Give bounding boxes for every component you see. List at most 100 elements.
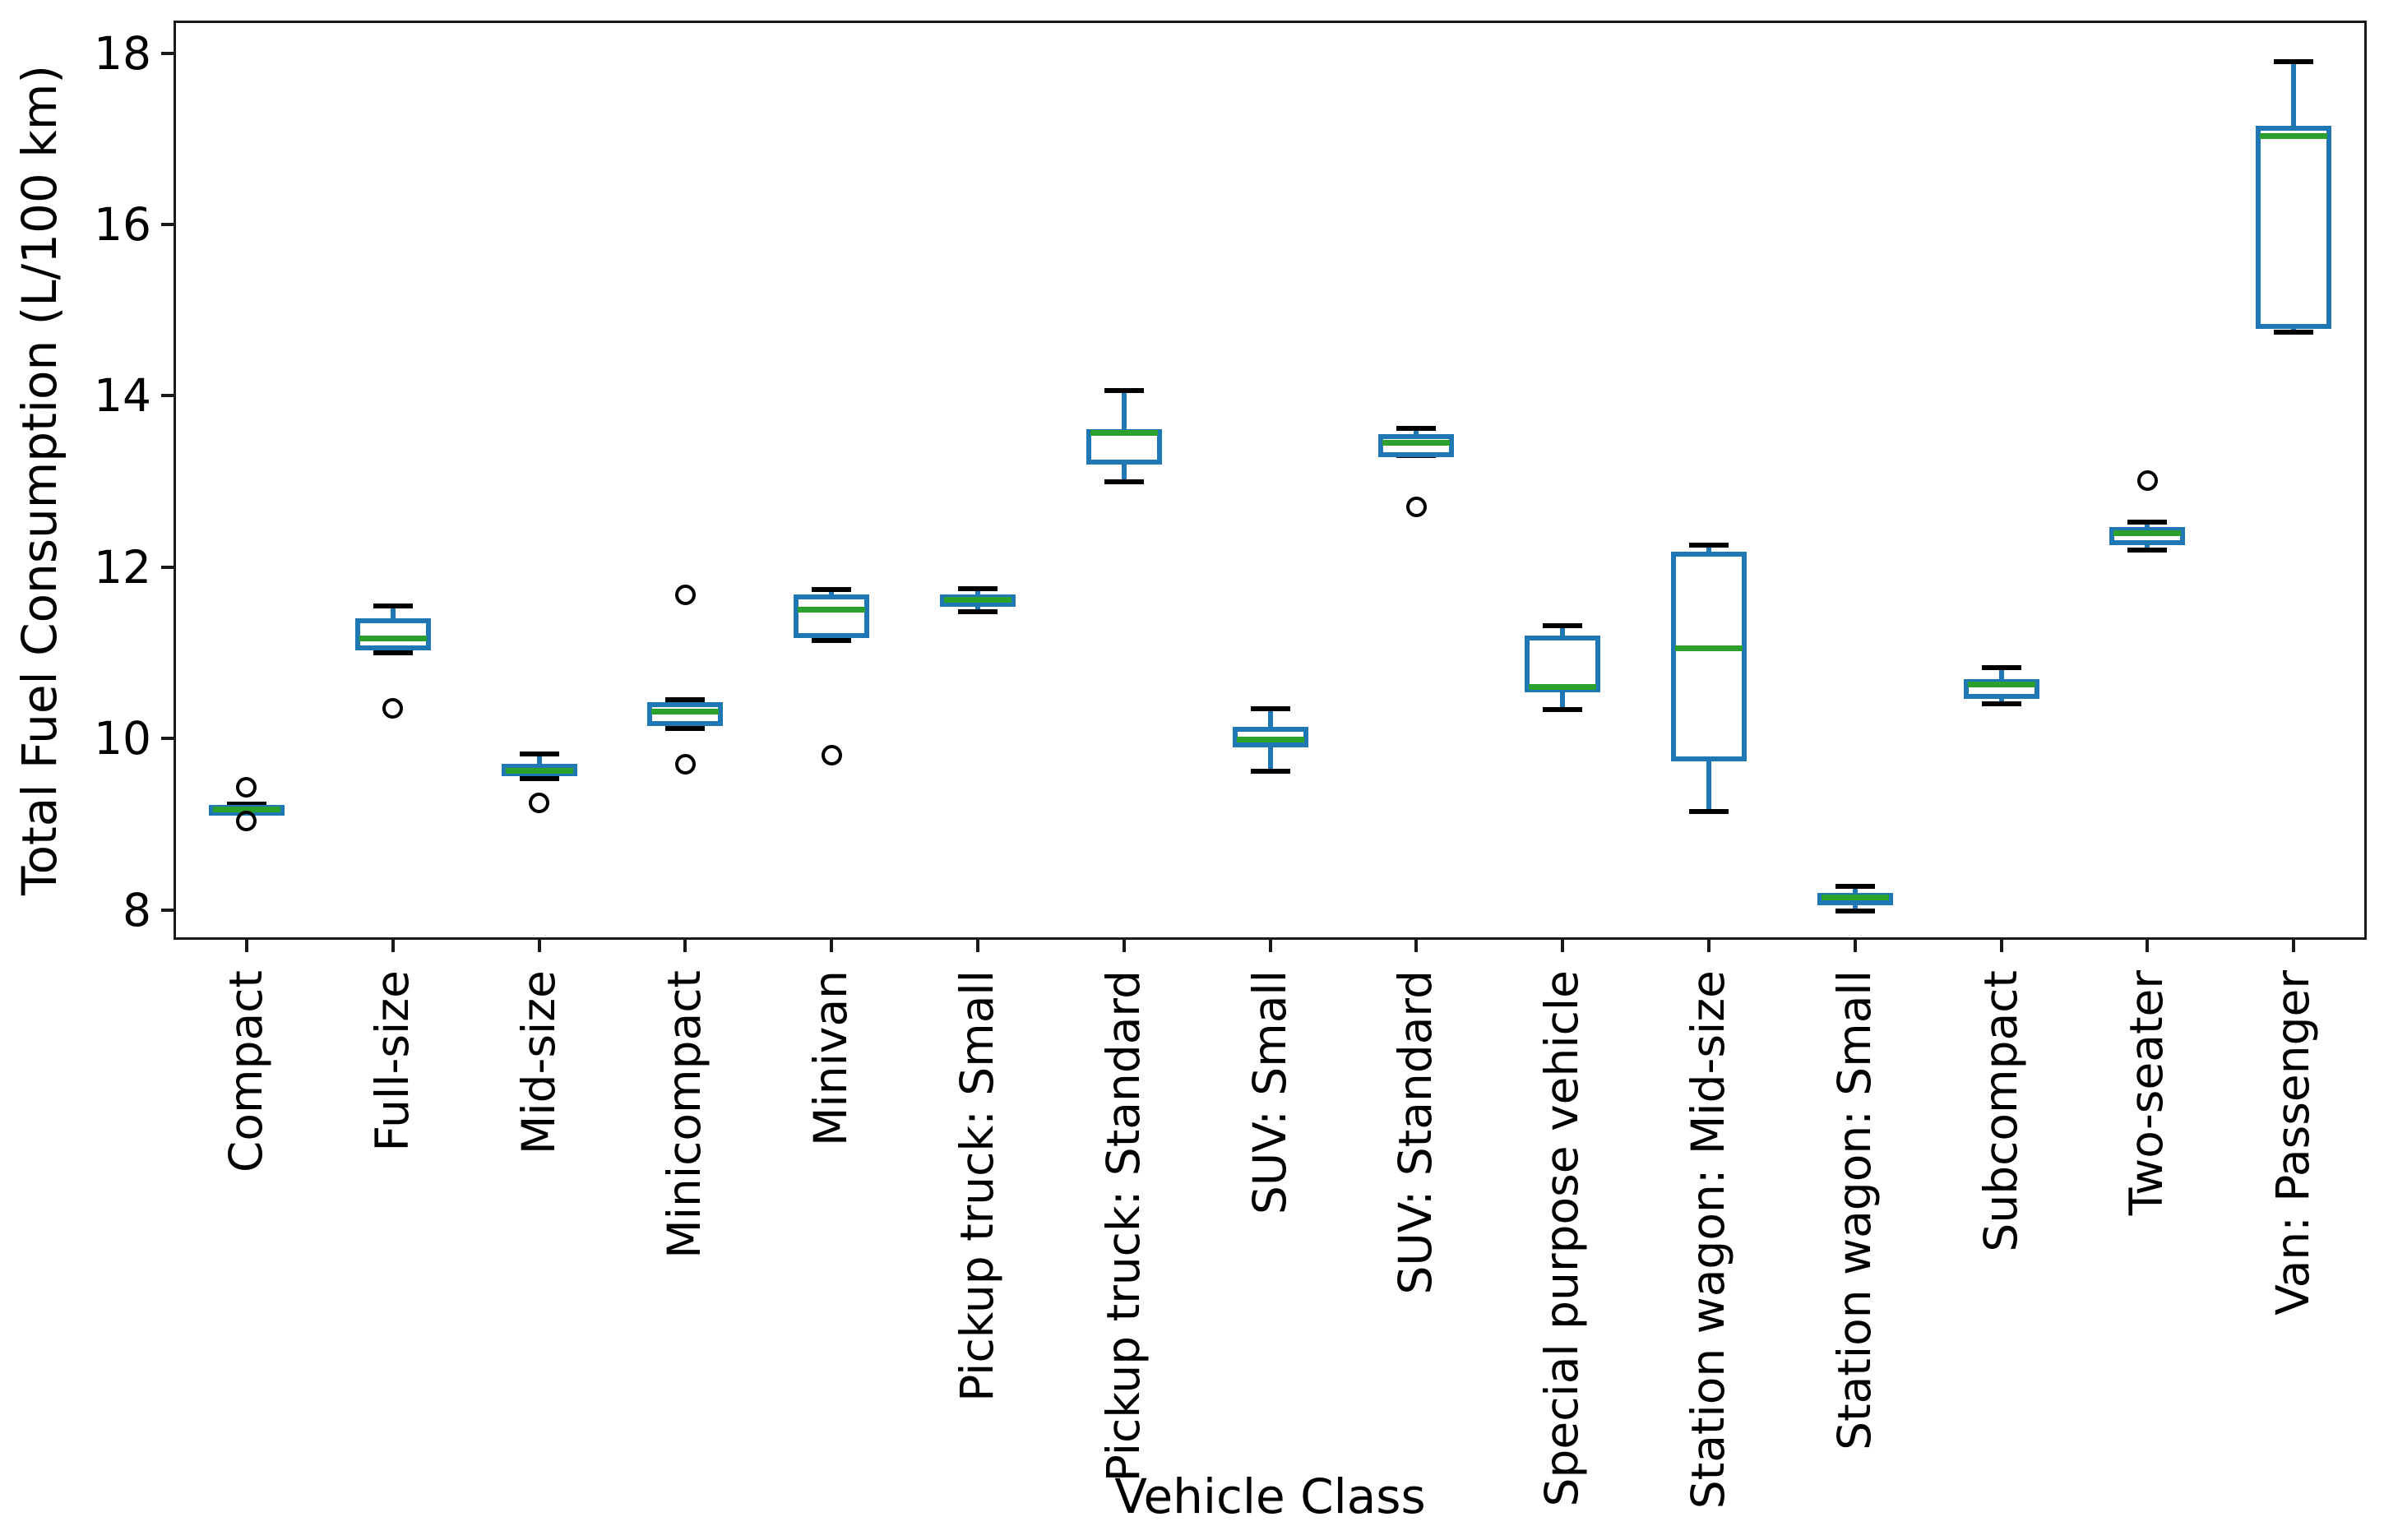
box-whisker-lower — [2145, 544, 2150, 550]
y-tick — [161, 737, 174, 741]
box-median — [1821, 895, 1889, 901]
y-axis-title: Total Fuel Consumption (L/100 km) — [12, 65, 67, 895]
box-body — [2109, 526, 2186, 545]
x-tick-label: Station wagon: Mid-size — [1681, 970, 1734, 1510]
box-body — [354, 618, 431, 650]
x-tick-label: Full-size — [365, 970, 419, 1152]
box-whisker-upper — [536, 753, 542, 765]
box-whisker-upper — [1706, 544, 1711, 552]
x-tick — [830, 940, 834, 952]
box-cap-lower — [1981, 701, 2021, 707]
box-cap-upper — [2127, 519, 2168, 525]
box-cap-lower — [1835, 908, 1875, 913]
box-median — [1236, 736, 1304, 742]
box-cap-lower — [373, 650, 413, 655]
box-median — [1382, 440, 1451, 446]
x-tick-label: Pickup truck: Small — [950, 970, 1003, 1402]
box-whisker-lower — [1706, 761, 1711, 812]
y-tick — [161, 394, 174, 398]
y-tick-label: 16 — [94, 197, 151, 251]
x-tick — [1561, 940, 1565, 952]
box-cap-upper — [1396, 425, 1437, 431]
box-cap-lower — [1688, 808, 1729, 814]
x-tick-label: Compact — [219, 970, 272, 1173]
y-tick — [161, 222, 174, 226]
x-tick-label: SUV: Standard — [1389, 970, 1442, 1295]
box-whisker-upper — [1998, 667, 2004, 680]
x-tick-label: Pickup truck: Standard — [1096, 970, 1150, 1482]
x-tick-label: Two-seater — [2120, 970, 2173, 1216]
box-whisker-upper — [1414, 428, 1419, 435]
x-tick — [537, 940, 541, 952]
x-tick — [1122, 940, 1126, 952]
box-body — [1378, 434, 1455, 458]
box-whisker-upper — [1852, 886, 1858, 893]
box-cap-upper — [1688, 542, 1729, 548]
x-axis-title: Vehicle Class — [1114, 1468, 1426, 1524]
box-cap-lower — [1543, 706, 1583, 712]
y-tick-label: 10 — [94, 712, 151, 765]
box-cap-lower — [519, 776, 559, 782]
box-cap-upper — [1543, 622, 1583, 628]
box-median — [212, 807, 280, 813]
box-body — [647, 702, 724, 726]
x-tick-label: Minivan — [804, 970, 858, 1146]
box-cap-lower — [1104, 479, 1144, 484]
box-whisker-upper — [390, 605, 396, 619]
outlier-point — [821, 745, 842, 766]
box-body — [794, 594, 870, 639]
box-body — [1670, 552, 1747, 762]
box-cap-lower — [1250, 768, 1290, 774]
x-tick — [1999, 940, 2003, 952]
x-tick — [391, 940, 395, 952]
box-median — [505, 768, 573, 775]
x-tick — [1414, 940, 1419, 952]
box-median — [798, 607, 866, 613]
x-tick — [1706, 940, 1710, 952]
outlier-point — [2136, 470, 2158, 492]
box-cap-lower — [957, 608, 998, 614]
box-whisker-lower — [1852, 905, 1858, 911]
box-body — [1232, 726, 1308, 747]
y-tick-label: 12 — [94, 540, 151, 594]
outlier-point — [236, 777, 257, 798]
box-cap-upper — [1981, 664, 2021, 670]
x-tick — [1853, 940, 1857, 952]
box-cap-upper — [1104, 388, 1144, 394]
box-median — [1674, 645, 1743, 652]
box-cap-upper — [519, 751, 559, 756]
box-cap-lower — [812, 638, 852, 644]
y-tick-label: 14 — [94, 369, 151, 423]
box-cap-upper — [812, 586, 852, 592]
y-tick-label: 8 — [123, 883, 151, 936]
box-cap-upper — [226, 802, 266, 807]
x-tick-label: Minicompact — [658, 970, 711, 1259]
y-tick — [161, 51, 174, 55]
box-cap-upper — [1835, 884, 1875, 890]
box-whisker-lower — [974, 606, 980, 612]
y-axis-title-wrap: Total Fuel Consumption (L/100 km) — [12, 21, 67, 940]
box-cap-upper — [373, 603, 413, 608]
box-median — [1090, 429, 1158, 436]
box-cap-upper — [1250, 705, 1290, 711]
box-whisker-upper — [2291, 62, 2297, 127]
box-cap-lower — [2127, 547, 2168, 553]
y-tick — [161, 908, 174, 912]
box-whisker-lower — [1121, 464, 1127, 482]
x-tick — [683, 940, 687, 952]
box-cap-upper — [2274, 59, 2314, 64]
box-median — [359, 635, 427, 641]
outlier-point — [236, 810, 257, 831]
box-body — [2256, 126, 2332, 330]
box-whisker-lower — [1267, 747, 1273, 771]
outlier-point — [382, 698, 404, 719]
y-tick-label: 18 — [94, 26, 151, 80]
box-whisker-upper — [1560, 625, 1566, 636]
box-whisker-lower — [1998, 699, 2004, 705]
x-tick-label: Special purpose vehicle — [1535, 970, 1589, 1507]
box-cap-upper — [665, 697, 706, 703]
box-whisker-upper — [829, 589, 835, 595]
outlier-point — [674, 584, 696, 605]
x-tick-label: Van: Passenger — [2266, 970, 2320, 1316]
box-median — [2113, 530, 2182, 536]
